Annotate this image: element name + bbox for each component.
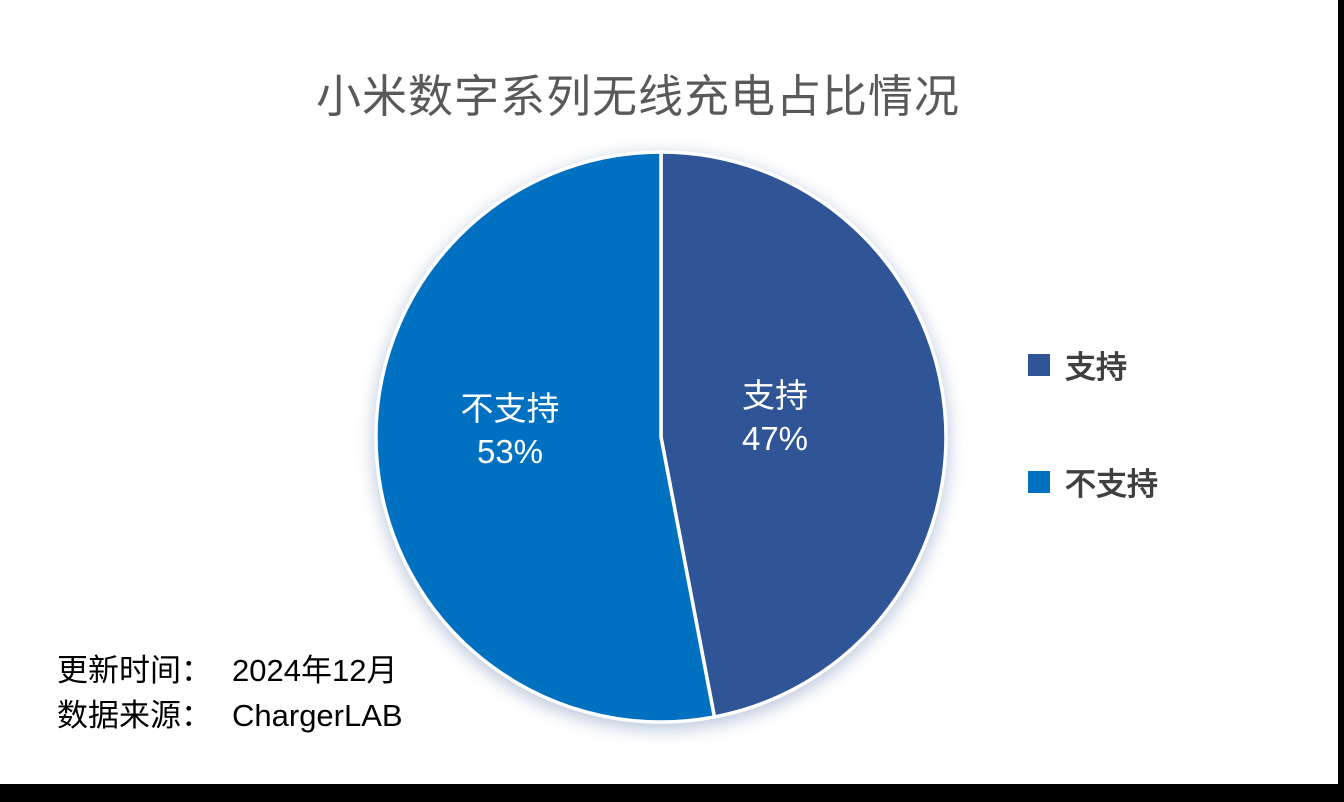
data-source-label: 数据来源： bbox=[57, 698, 212, 733]
footer-notes: 更新时间： 2024年12月 数据来源： ChargerLAB bbox=[57, 648, 403, 738]
pie-slice-0 bbox=[659, 150, 948, 719]
pie-chart-svg bbox=[374, 150, 948, 724]
pie-slice-1 bbox=[374, 150, 717, 724]
pie-chart bbox=[372, 148, 950, 726]
legend-label: 不支持 bbox=[1065, 467, 1158, 502]
slide-canvas: 小米数字系列无线充电占比情况 支持 47% 不支持 53% 支持 不支持 更新时… bbox=[0, 0, 1338, 784]
pie-slice-percent: 53% bbox=[476, 433, 544, 470]
update-time-value: 2024年12月 bbox=[232, 653, 398, 688]
pie-slice-label-support: 支持 47% bbox=[690, 374, 860, 460]
legend-item-no-support: 不支持 bbox=[1028, 467, 1158, 502]
data-source-value: ChargerLAB bbox=[232, 698, 403, 733]
update-time-label: 更新时间： bbox=[57, 653, 212, 688]
update-time-row: 更新时间： 2024年12月 bbox=[57, 648, 403, 693]
pie-slice-name: 支持 bbox=[742, 377, 808, 414]
data-source-row: 数据来源： ChargerLAB bbox=[57, 693, 403, 738]
chart-title: 小米数字系列无线充电占比情况 bbox=[315, 71, 960, 122]
chart-legend: 支持 不支持 bbox=[1028, 350, 1158, 586]
legend-swatch-icon bbox=[1028, 353, 1050, 376]
legend-swatch-icon bbox=[1028, 470, 1050, 493]
pie-slice-name: 不支持 bbox=[460, 390, 560, 427]
pie-slice-percent: 47% bbox=[741, 420, 809, 457]
pie-slice-label-no-support: 不支持 53% bbox=[425, 387, 595, 473]
legend-item-support: 支持 bbox=[1028, 350, 1158, 385]
legend-label: 支持 bbox=[1065, 350, 1127, 385]
